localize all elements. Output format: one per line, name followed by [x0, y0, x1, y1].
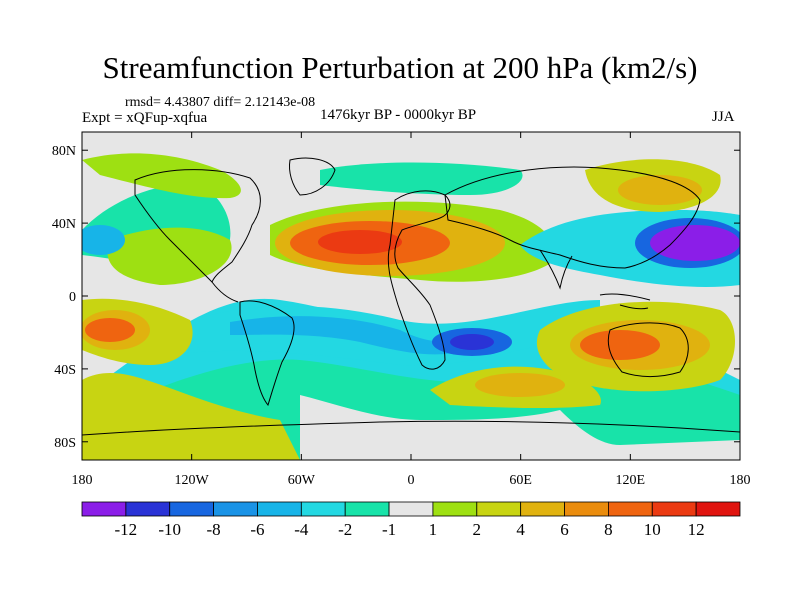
lat-tick-label: 80N	[52, 144, 76, 159]
colorbar-label: -8	[207, 520, 221, 539]
contour-band-south-yellow	[82, 373, 300, 460]
contour-indian-orange	[475, 373, 565, 397]
colorbar-swatch	[257, 501, 302, 517]
coast-india	[539, 249, 573, 290]
coast-indonesia	[599, 293, 651, 310]
colorbar-label: 4	[516, 520, 525, 539]
lon-tick-label: 120W	[175, 473, 210, 488]
lat-axis: 80N 40N 0 40S 80S	[52, 144, 740, 451]
colorbar-label: -2	[338, 520, 352, 539]
contour-arctic-cyan	[320, 162, 523, 195]
lon-axis: 180 120W 60W 0 60E 120E 180	[72, 132, 751, 488]
coast-south-america	[239, 300, 295, 407]
colorbar-label: -1	[382, 520, 396, 539]
coast-antarctica	[82, 420, 740, 436]
colorbar-swatch	[695, 501, 741, 517]
colorbar-swatch	[651, 501, 697, 517]
colorbar-swatch	[432, 501, 478, 517]
coast-north-america	[134, 169, 261, 283]
colorbar-label: 6	[560, 520, 569, 539]
lat-tick-label: 80S	[54, 436, 76, 451]
coast-greenland	[289, 157, 336, 196]
colorbar-label: 2	[473, 520, 482, 539]
colorbar-swatch	[476, 501, 522, 517]
rmsd-text: rmsd= 4.43807 diff= 2.12143e-08	[125, 95, 316, 110]
coast-central-america	[211, 281, 239, 303]
contour-npac-orange	[618, 175, 702, 205]
colorbar-label: -4	[294, 520, 309, 539]
lat-tick-label: 40S	[54, 363, 76, 378]
coastlines	[82, 157, 740, 436]
contour-africa-core	[450, 334, 494, 350]
colorbar-swatch	[213, 501, 258, 517]
lon-tick-label: 180	[72, 473, 93, 488]
coast-europe-africa	[387, 190, 451, 370]
lat-tick-label: 40N	[52, 217, 76, 232]
colorbar-swatch	[520, 501, 565, 517]
lat-tick-label: 0	[69, 290, 76, 305]
period-text: 1476kyr BP - 0000kyr BP	[320, 107, 477, 123]
contour-tropical-blue	[230, 316, 460, 355]
colorbar-label: 8	[604, 520, 613, 539]
lon-tick-label: 60E	[509, 473, 532, 488]
colorbar-swatch	[608, 501, 653, 517]
colorbar-swatch	[344, 501, 390, 517]
plot-title: Streamfunction Perturbation at 200 hPa (…	[102, 50, 698, 85]
coast-australia	[607, 322, 689, 377]
contour-aus-red	[580, 330, 660, 360]
colorbar-label: 10	[644, 520, 661, 539]
colorbar-swatch	[388, 501, 434, 517]
colorbar: -12 -10 -8 -6 -4 -2 -1 1 2 4 6 8 10 12	[81, 501, 741, 539]
colorbar-label: -10	[158, 520, 181, 539]
contour-spac-red	[85, 318, 135, 342]
contour-field	[82, 132, 740, 460]
colorbar-swatch	[125, 501, 171, 517]
lon-tick-label: 0	[408, 473, 415, 488]
colorbar-label: -12	[115, 520, 138, 539]
lon-tick-label: 120E	[616, 473, 646, 488]
contour-natl-core	[318, 230, 402, 254]
colorbar-swatch	[300, 501, 346, 517]
contour-pac-low	[82, 225, 125, 255]
colorbar-label: -6	[250, 520, 264, 539]
lon-tick-label: 60W	[288, 473, 316, 488]
colorbar-swatch	[169, 501, 215, 517]
experiment-text: Expt = xQFup-xqfua	[82, 110, 208, 126]
season-text: JJA	[712, 109, 735, 125]
contour-wpac-core	[650, 225, 740, 261]
contour-band-south-gray	[300, 395, 740, 460]
colorbar-label: 1	[429, 520, 438, 539]
colorbar-label: 12	[688, 520, 705, 539]
contour-arctic-green	[82, 153, 241, 199]
coast-asia	[444, 166, 701, 269]
colorbar-swatch	[81, 501, 127, 517]
lon-tick-label: 180	[730, 473, 751, 488]
colorbar-swatch	[564, 501, 609, 517]
